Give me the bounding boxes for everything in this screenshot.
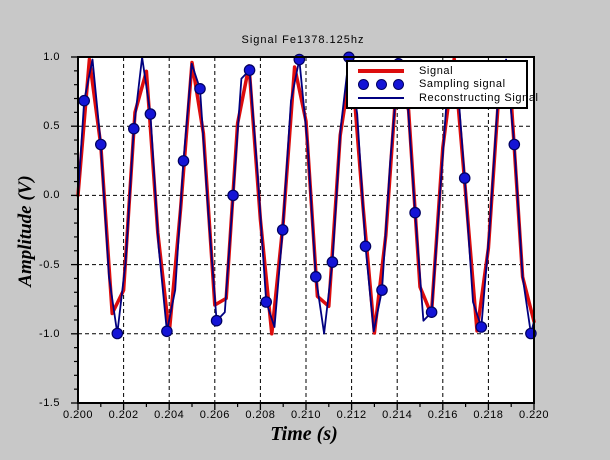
legend-label-sampling-signal: Sampling signal — [419, 78, 506, 91]
legend: Signal Sampling signal Reconstructing Si… — [346, 60, 538, 109]
x-tick-label: 0.212 — [336, 409, 367, 421]
x-tick-label: 0.218 — [473, 409, 504, 421]
sampling-point — [359, 240, 372, 253]
sampling-point — [194, 83, 206, 95]
legend-item-sampling-signal: Sampling signal — [358, 78, 522, 91]
sampling-point — [144, 108, 157, 120]
y-tick-label: 0.0 — [43, 189, 60, 202]
x-axis-label: Time (s) — [270, 423, 338, 445]
sampling-point — [260, 296, 272, 308]
y-tick-label: -0.5 — [39, 258, 60, 271]
x-tick-label: 0.202 — [108, 409, 139, 421]
sampling-point — [78, 94, 90, 107]
y-tick-label: -1.0 — [39, 327, 60, 340]
dot-icon — [358, 78, 369, 90]
sampling-point — [111, 327, 124, 340]
sampling-point — [508, 138, 521, 151]
chart-title: Signal Fe1378.125hz — [241, 34, 365, 46]
sampling-point — [276, 224, 289, 236]
x-tick-label: 0.216 — [427, 409, 458, 421]
legend-label-signal: Signal — [419, 64, 454, 77]
legend-item-signal: Signal — [358, 64, 522, 77]
legend-dots-swatch-sampling — [358, 78, 404, 90]
sampling-point — [128, 122, 140, 135]
y-tick-label: 0.5 — [43, 120, 60, 133]
x-tick-label: 0.204 — [154, 409, 185, 421]
sampling-point — [425, 306, 438, 318]
legend-line-swatch-signal — [358, 68, 404, 73]
x-tick-label: 0.208 — [245, 409, 276, 421]
x-tick-label: 0.210 — [290, 409, 322, 421]
x-tick-label: 0.214 — [382, 409, 413, 421]
y-tick-label: -1.5 — [39, 397, 60, 409]
sampling-point — [475, 321, 488, 333]
dot-icon — [375, 78, 387, 90]
sampling-point — [177, 155, 190, 167]
sampling-point — [243, 64, 256, 76]
legend-label-reconstructing-signal: Reconstructing Signal — [419, 92, 539, 105]
legend-line-swatch-reconstructing — [358, 96, 404, 100]
sampling-point — [309, 270, 322, 283]
reconstructing-signal-curve — [77, 56, 535, 335]
sampling-point — [161, 325, 173, 338]
sampling-point — [326, 256, 339, 268]
x-tick-label: 0.200 — [62, 409, 94, 421]
sampling-point — [376, 284, 388, 296]
dot-icon — [393, 78, 404, 90]
legend-item-reconstructing-signal: Reconstructing Signal — [358, 92, 538, 105]
sampling-point — [210, 314, 223, 327]
x-tick-label: 0.220 — [518, 409, 550, 421]
x-tick-label: 0.206 — [199, 409, 230, 421]
sampling-point — [293, 53, 306, 66]
sampling-point — [95, 138, 107, 151]
y-tick-label: 1.0 — [43, 51, 60, 63]
sampling-point — [458, 172, 471, 184]
sampling-point — [409, 206, 421, 219]
sampling-point — [227, 189, 239, 202]
